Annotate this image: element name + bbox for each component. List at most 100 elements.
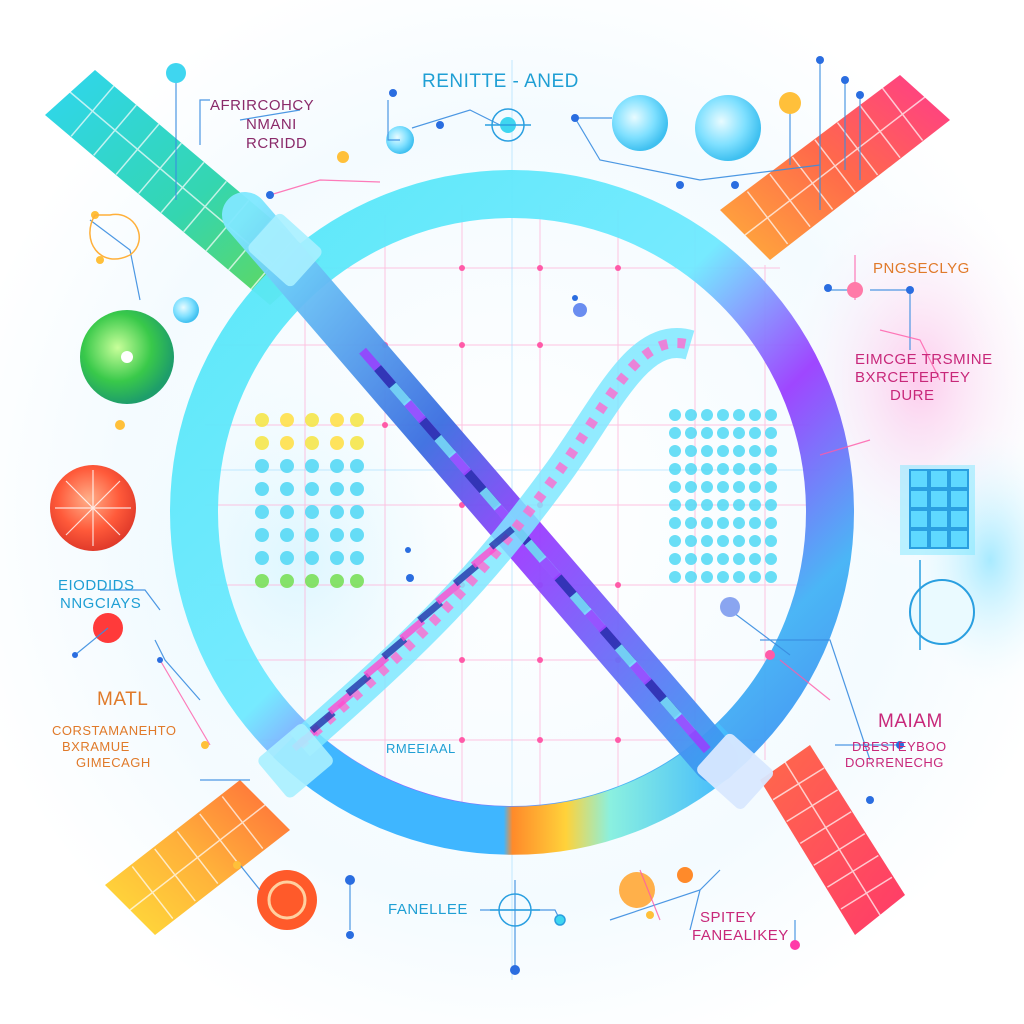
label-right-low-2: DORRENECHG (845, 755, 944, 770)
matrix-dot (669, 535, 681, 547)
matrix-dot (350, 574, 364, 588)
matrix-dot (717, 553, 729, 565)
matrix-dot (733, 481, 745, 493)
cyan-sphere-1 (612, 95, 668, 151)
matrix-dot (280, 413, 294, 427)
label-right-2b: BXRCETEPTEY (855, 369, 971, 386)
matrix-dot (733, 499, 745, 511)
label-bottom-center: FANELLEE (388, 901, 468, 918)
matrix-dot (255, 551, 269, 565)
matrix-dot (669, 445, 681, 457)
matrix-dot (305, 436, 319, 450)
matrix-dot (765, 463, 777, 475)
label-left-low-1: CORSTAMANEHTO (52, 723, 177, 738)
right-block-widget (900, 465, 975, 555)
matrix-dot (701, 445, 713, 457)
matrix-dot (685, 571, 697, 583)
matrix-dot (669, 481, 681, 493)
matrix-dot (733, 463, 745, 475)
matrix-dot (717, 535, 729, 547)
matrix-dot (669, 553, 681, 565)
matrix-dot (255, 505, 269, 519)
matrix-dot (749, 499, 761, 511)
label-right-2a: EIMCGE TRSMINE (855, 351, 993, 368)
matrix-dot (765, 553, 777, 565)
matrix-dot (305, 505, 319, 519)
helix-main (222, 192, 738, 783)
matrix-dot (733, 409, 745, 421)
label-left-low-2: BXRAMUE (62, 739, 130, 754)
matrix-dot (330, 551, 344, 565)
label-center-low: RMEEIAAL (386, 741, 456, 756)
label-bottom-right-2: FANEALIKEY (692, 927, 789, 944)
matrix-dot (280, 505, 294, 519)
matrix-dot (255, 413, 269, 427)
matrix-dot (717, 481, 729, 493)
label-top-left-2: NMANI (246, 116, 297, 133)
dot-matrix-left (255, 413, 364, 588)
matrix-dot (701, 517, 713, 529)
matrix-dot (701, 571, 713, 583)
matrix-dot (280, 459, 294, 473)
matrix-dot (717, 445, 729, 457)
matrix-dot (305, 482, 319, 496)
label-right-low-1: DBESTEYBOO (852, 739, 947, 754)
matrix-dot (701, 463, 713, 475)
bar-bottom-right (760, 745, 905, 935)
matrix-dot (765, 571, 777, 583)
matrix-dot (669, 499, 681, 511)
matrix-dot (280, 482, 294, 496)
matrix-dot (685, 535, 697, 547)
matrix-dot (749, 535, 761, 547)
connector-network-pink (159, 179, 941, 921)
matrix-dot (733, 571, 745, 583)
matrix-dot (669, 427, 681, 439)
bar-bottom-left (105, 780, 290, 935)
label-top-left-3: RCRIDD (246, 135, 308, 152)
matrix-dot (685, 445, 697, 457)
matrix-dot (669, 409, 681, 421)
label-top-left-1: AFRIRCOHCY (210, 97, 315, 114)
bar-top-right (720, 75, 950, 260)
matrix-dot (330, 413, 344, 427)
matrix-dot (280, 436, 294, 450)
matrix-dot (701, 553, 713, 565)
matrix-dot (255, 436, 269, 450)
crosshair-top (485, 108, 531, 142)
matrix-dot (350, 459, 364, 473)
matrix-dot (717, 499, 729, 511)
matrix-dot (330, 528, 344, 542)
matrix-dot (717, 463, 729, 475)
matrix-dot (330, 459, 344, 473)
matrix-dot (765, 409, 777, 421)
orange-sphere-bottom (619, 872, 655, 908)
matrix-dot (717, 571, 729, 583)
matrix-dot (280, 528, 294, 542)
matrix-dot (749, 463, 761, 475)
matrix-dot (701, 535, 713, 547)
label-left-mid-1: EIODDIDS (58, 577, 135, 594)
matrix-dot (255, 574, 269, 588)
matrix-dot (305, 413, 319, 427)
matrix-dot (765, 535, 777, 547)
matrix-dot (305, 459, 319, 473)
matrix-dot (669, 571, 681, 583)
matrix-dot (765, 517, 777, 529)
matrix-dot (749, 409, 761, 421)
matrix-dot (733, 535, 745, 547)
matrix-dot (350, 413, 364, 427)
connector-cap-top (248, 213, 322, 287)
matrix-dot (749, 571, 761, 583)
matrix-dot (733, 427, 745, 439)
matrix-dot (717, 409, 729, 421)
matrix-dot (350, 505, 364, 519)
matrix-dot (733, 445, 745, 457)
matrix-dot (733, 553, 745, 565)
matrix-dot (330, 505, 344, 519)
matrix-dot (685, 463, 697, 475)
label-left-low-3: GIMECAGH (76, 755, 151, 770)
matrix-dot (749, 427, 761, 439)
matrix-dot (255, 482, 269, 496)
connector-cap-bottom-right (697, 733, 774, 810)
matrix-dot (669, 517, 681, 529)
